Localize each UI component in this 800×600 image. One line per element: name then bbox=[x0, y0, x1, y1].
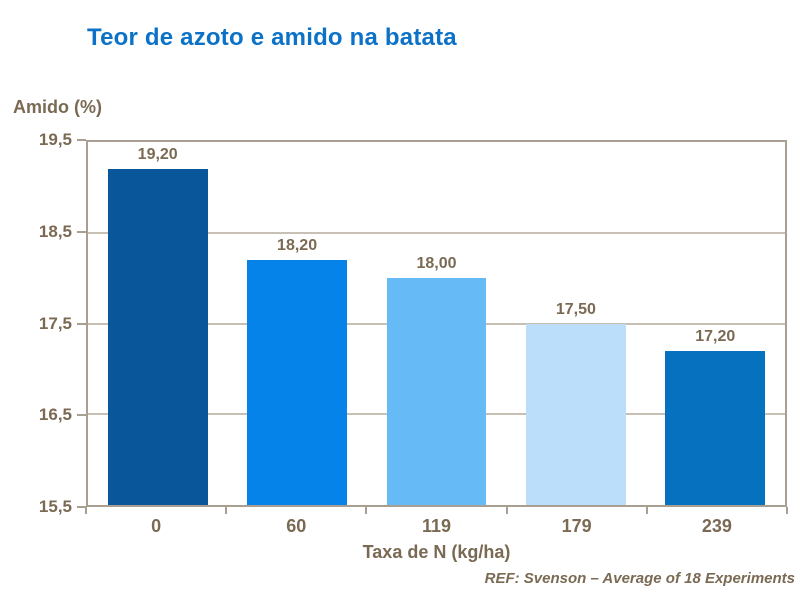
y-tick-label: 16,5 bbox=[38, 405, 72, 425]
x-axis bbox=[85, 507, 788, 515]
y-axis-title: Amido (%) bbox=[13, 97, 102, 117]
bar-value-label: 18,20 bbox=[277, 236, 318, 254]
bar-179: 17,50 bbox=[526, 301, 626, 505]
bar-239: 17,20 bbox=[665, 328, 766, 505]
bar-value-label: 17,20 bbox=[695, 327, 736, 345]
bar-value-label: 19,20 bbox=[137, 146, 178, 164]
x-category-label: 239 bbox=[701, 516, 732, 536]
x-category-label: 119 bbox=[421, 516, 451, 536]
x-tick-mark bbox=[505, 507, 508, 514]
plot-area: 19,20 18,20 18,00 17,50 17,20 bbox=[86, 140, 787, 507]
x-category-labels: 0 60 119 179 239 bbox=[86, 516, 787, 540]
reference-note: REF: Svenson – Average of 18 Experiments bbox=[484, 570, 795, 587]
chart-title: Teor de azoto e amido na batata bbox=[87, 24, 457, 51]
bar-value-label: 17,50 bbox=[555, 300, 596, 318]
y-tick-label: 19,5 bbox=[38, 130, 72, 149]
x-category-label: 0 bbox=[151, 516, 162, 536]
x-tick-mark bbox=[365, 507, 368, 514]
y-tick-label: 18,5 bbox=[38, 221, 72, 241]
y-tick-mark bbox=[77, 414, 86, 417]
y-tick-mark bbox=[77, 322, 86, 325]
x-tick-mark bbox=[85, 507, 87, 514]
y-tick-mark bbox=[77, 506, 86, 508]
y-axis: 19,5 18,5 17,5 16,5 15,5 bbox=[0, 130, 86, 516]
y-tick-label: 15,5 bbox=[38, 497, 72, 516]
y-tick-mark bbox=[77, 230, 86, 233]
x-category-label: 179 bbox=[561, 516, 592, 536]
x-axis-title: Taxa de N (kg/ha) bbox=[362, 542, 511, 562]
bar-119: 18,00 bbox=[386, 255, 487, 505]
x-tick-mark bbox=[645, 507, 648, 514]
x-tick-mark bbox=[225, 507, 228, 514]
bar-0: 19,20 bbox=[107, 146, 208, 505]
gridline bbox=[88, 231, 785, 234]
bar-value-label: 18,00 bbox=[416, 255, 457, 273]
bar-60: 18,20 bbox=[247, 237, 347, 505]
y-tick-mark bbox=[77, 139, 86, 141]
y-tick-label: 17,5 bbox=[38, 313, 72, 333]
x-category-label: 60 bbox=[286, 516, 307, 536]
x-tick-mark bbox=[786, 507, 788, 514]
